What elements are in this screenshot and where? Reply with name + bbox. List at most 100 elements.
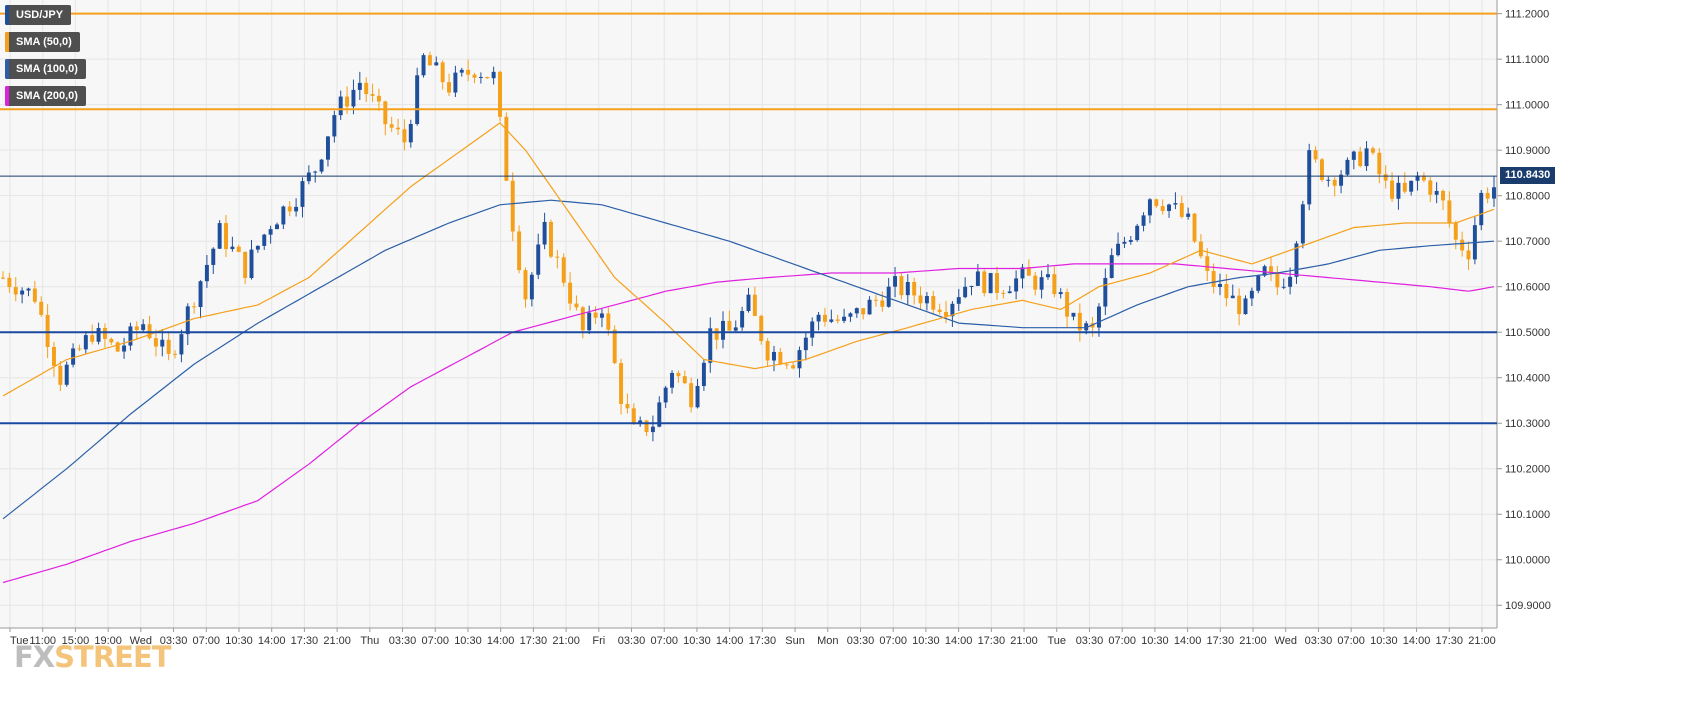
legend-item-sma100[interactable]: SMA (100,0): [5, 59, 86, 79]
candle-body: [173, 353, 178, 355]
candle-body: [1135, 225, 1140, 241]
x-tick-label: 03:30: [160, 635, 188, 647]
candle-body: [829, 319, 834, 322]
logo-street: STREET: [54, 640, 171, 674]
candle-body: [631, 408, 636, 425]
candle-body: [772, 351, 776, 361]
sma100-line: [2, 199, 1495, 520]
candle-body: [988, 273, 993, 294]
candle-body: [211, 248, 216, 265]
candle-body: [402, 129, 407, 143]
candle-body: [797, 350, 802, 369]
candle-body: [20, 290, 25, 295]
candle-body: [408, 123, 413, 143]
y-tick-label: 109.9000: [1505, 600, 1551, 612]
candle-body: [77, 348, 82, 350]
candle-body: [873, 299, 878, 301]
candle-body: [1096, 306, 1101, 328]
candle-body: [695, 385, 700, 408]
candle-body: [26, 288, 31, 291]
candle-body: [255, 245, 260, 250]
candle-body: [1007, 291, 1012, 294]
candle-body: [383, 101, 388, 125]
x-tick-label: 03:30: [389, 635, 417, 647]
candle-body: [351, 89, 356, 107]
candle-body: [1173, 203, 1178, 205]
candle-body: [937, 309, 942, 312]
legend-item-sma50[interactable]: SMA (50,0): [5, 32, 80, 52]
candle-body: [32, 288, 37, 302]
candle-body: [192, 306, 197, 308]
candle-body: [357, 82, 362, 90]
x-tick-label: 17:30: [1207, 635, 1235, 647]
candle-body: [1390, 180, 1395, 199]
x-tick-label: 03:30: [618, 635, 646, 647]
candle-body: [287, 206, 292, 212]
fxstreet-logo: FXSTREET: [14, 640, 172, 674]
x-tick-label: 07:00: [879, 635, 907, 647]
x-tick-label: 17:30: [520, 635, 548, 647]
legend-item-instrument[interactable]: USD/JPY: [5, 5, 72, 25]
candle-body: [1128, 240, 1133, 242]
plot-area: [0, 0, 1497, 628]
candle-body: [128, 326, 133, 346]
candle-body: [338, 96, 343, 116]
candle-body: [102, 328, 107, 339]
x-tick-label: 21:00: [1010, 635, 1038, 647]
candle-body: [1402, 182, 1407, 192]
candle-body: [275, 224, 279, 230]
candle-body: [319, 159, 324, 172]
candle-body: [510, 180, 515, 232]
candle-body: [13, 287, 18, 295]
x-tick-label: Sun: [785, 635, 805, 647]
candle-body: [491, 71, 496, 79]
current-price-badge: 110.8430: [1500, 167, 1556, 185]
x-tick-label: 14:00: [945, 635, 973, 647]
candle-body: [153, 338, 158, 347]
candle-body: [969, 285, 974, 287]
candle-body: [1396, 182, 1401, 199]
candle-body: [625, 404, 630, 409]
x-tick-label: Wed: [1275, 635, 1297, 647]
candle-body: [670, 372, 675, 388]
legend-item-sma200[interactable]: SMA (200,0): [5, 86, 86, 106]
candle-body: [447, 82, 452, 93]
x-tick-label: 10:30: [1370, 635, 1398, 647]
candle-body: [141, 324, 146, 331]
x-tick-label: 07:00: [421, 635, 449, 647]
candle-body: [1224, 283, 1229, 299]
candle-body: [956, 297, 961, 304]
x-tick-label: 03:30: [1076, 635, 1104, 647]
x-tick-label: 10:30: [912, 635, 940, 647]
candle-body: [1211, 271, 1216, 287]
candle-body: [561, 257, 566, 283]
candle-body: [619, 363, 624, 405]
x-tick-label: 03:30: [1305, 635, 1333, 647]
instrument-swatch: [5, 5, 9, 25]
candle-body: [1364, 148, 1369, 167]
candle-body: [58, 365, 63, 385]
candle-body: [498, 71, 502, 117]
x-tick-label: 07:00: [193, 635, 221, 647]
candle-body: [224, 223, 228, 250]
candle-body: [109, 338, 114, 343]
candle-body: [230, 246, 235, 250]
candle-body: [160, 339, 165, 347]
candle-body: [1116, 243, 1121, 256]
candle-body: [1319, 159, 1324, 180]
candle-body: [1262, 266, 1267, 276]
x-tick-label: 07:00: [1337, 635, 1365, 647]
x-tick-label: Fri: [592, 635, 605, 647]
candle-body: [122, 345, 127, 352]
candle-body: [1160, 206, 1165, 211]
candle-body: [1071, 312, 1076, 317]
candle-body: [478, 76, 483, 78]
candle-body: [1014, 278, 1019, 292]
candle-body: [523, 270, 528, 300]
candle-body: [1058, 292, 1063, 295]
x-tick-label: 03:30: [847, 635, 875, 647]
candle-body: [243, 251, 248, 279]
candle-body: [389, 124, 394, 128]
candle-body: [1186, 213, 1191, 217]
candle-body: [727, 320, 732, 331]
